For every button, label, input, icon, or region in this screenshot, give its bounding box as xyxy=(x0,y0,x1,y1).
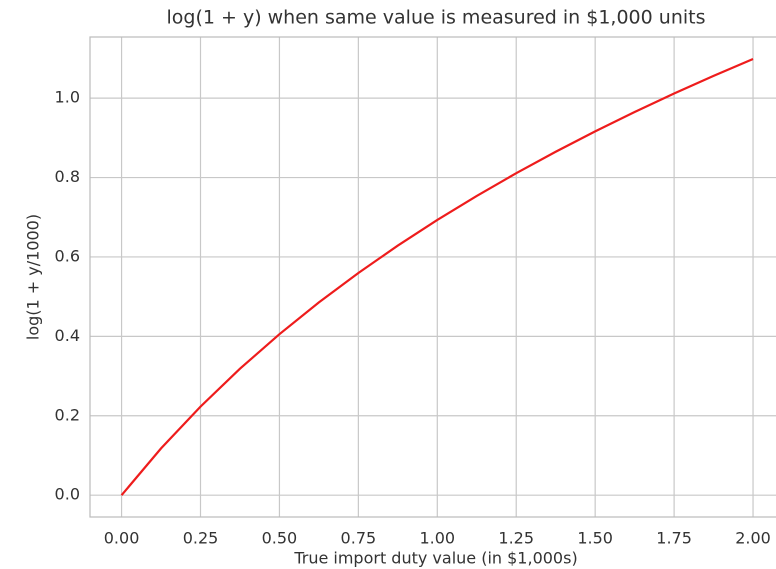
y-tick-label: 0.4 xyxy=(55,326,80,345)
data-line xyxy=(120,57,754,496)
y-axis-label: log(1 + y/1000) xyxy=(24,214,43,340)
x-tick-label: 0.75 xyxy=(341,529,377,548)
x-tick-label: 0.50 xyxy=(262,529,298,548)
chart-title: log(1 + y) when same value is measured i… xyxy=(166,7,705,29)
x-tick-label: 1.00 xyxy=(419,529,455,548)
y-tick-label: 0.0 xyxy=(55,485,80,504)
x-tick-label: 0.25 xyxy=(183,529,219,548)
x-tick-label: 0.00 xyxy=(104,529,140,548)
x-tick-label: 1.25 xyxy=(498,529,534,548)
y-tick-label: 1.0 xyxy=(55,88,80,107)
x-tick-label: 2.00 xyxy=(735,529,771,548)
plot-frame xyxy=(89,36,776,518)
x-tick-label: 1.75 xyxy=(656,529,692,548)
x-axis-label: True import duty value (in $1,000s) xyxy=(293,549,577,568)
x-tick-label: 1.50 xyxy=(577,529,613,548)
y-tick-label: 0.2 xyxy=(55,405,80,424)
y-tick-label: 0.6 xyxy=(55,246,80,265)
y-tick-label: 0.8 xyxy=(55,167,80,186)
